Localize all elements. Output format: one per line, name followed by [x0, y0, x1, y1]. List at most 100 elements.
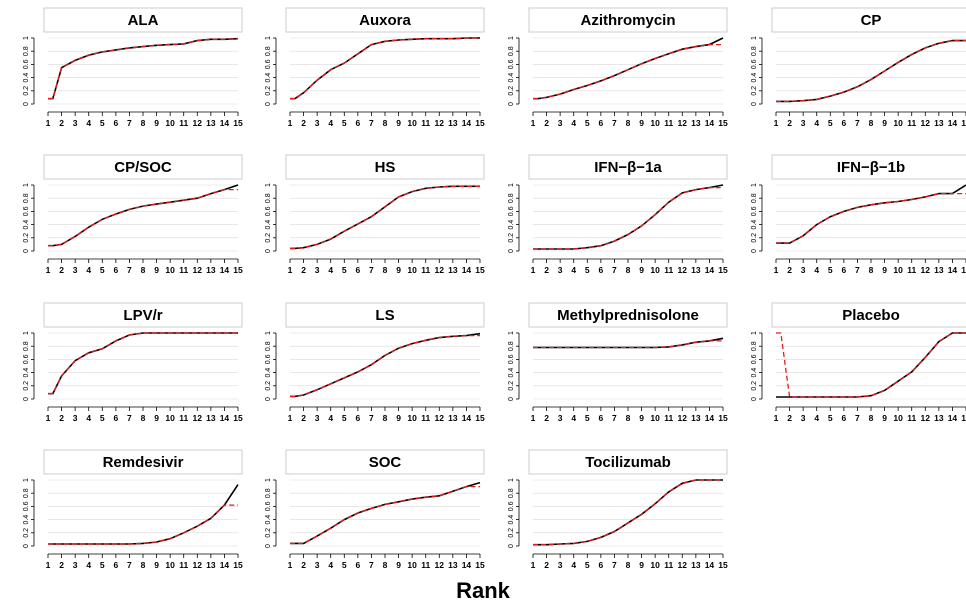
y-tick-label: 0.6 [508, 354, 515, 364]
x-tick-label: 14 [948, 413, 958, 423]
x-tick-label: 4 [571, 265, 576, 275]
x-tick-label: 11 [907, 118, 916, 128]
x-tick-label: 1 [46, 560, 51, 570]
x-tick-label: 3 [801, 118, 806, 128]
y-tick-label: 1 [751, 331, 758, 335]
x-tick-label: 14 [220, 265, 230, 275]
y-tick-label: 1 [23, 478, 30, 482]
x-tick-label: 3 [558, 413, 563, 423]
x-tick-label: 11 [421, 560, 430, 570]
x-tick-label: 1 [774, 265, 779, 275]
x-tick-label: 3 [558, 118, 563, 128]
y-tick-label: 1 [265, 478, 272, 482]
y-tick-label: 0.2 [265, 86, 272, 96]
x-tick-label: 3 [73, 413, 78, 423]
series-red-line [533, 480, 723, 545]
y-tick-label: 0.6 [265, 354, 272, 364]
x-tick-label: 6 [598, 265, 603, 275]
x-tick-label: 1 [531, 413, 536, 423]
y-tick-label: 0.2 [508, 233, 515, 243]
panel-title: Azithromycin [580, 12, 675, 29]
x-tick-label: 14 [462, 265, 472, 275]
x-tick-label: 15 [233, 118, 243, 128]
y-tick-label: 0.8 [508, 46, 515, 56]
x-tick-label: 10 [407, 560, 417, 570]
x-tick-label: 6 [355, 265, 360, 275]
x-tick-label: 8 [383, 265, 388, 275]
x-tick-label: 2 [301, 560, 306, 570]
x-tick-label: 7 [369, 118, 374, 128]
x-tick-label: 9 [639, 118, 644, 128]
x-tick-label: 14 [220, 413, 230, 423]
panel-title: Methylprednisolone [557, 307, 699, 324]
y-tick-label: 0 [751, 249, 758, 253]
panel-ifn-1a: IFN−β−1a00.20.40.60.811 2 3 4 5 6 7 8 9 10 11 12 13 1… [508, 155, 728, 275]
x-tick-label: 12 [921, 265, 931, 275]
x-tick-label: 7 [855, 118, 860, 128]
x-tick-label: 5 [585, 560, 590, 570]
x-tick-label: 12 [193, 118, 203, 128]
y-tick-label: 0.8 [23, 341, 30, 351]
x-tick-label: 10 [893, 413, 903, 423]
x-tick-label: 2 [544, 560, 549, 570]
panel-title: Remdesivir [103, 454, 184, 471]
x-tick-label: 15 [233, 560, 243, 570]
x-tick-label: 2 [544, 118, 549, 128]
panel-title: CP/SOC [114, 159, 172, 176]
y-tick-label: 1 [265, 331, 272, 335]
panel-ls: LS00.20.40.60.811 2 3 4 5 6 7 8 9 10 11 12 13 14 15 [265, 303, 485, 423]
x-tick-label: 2 [301, 413, 306, 423]
x-tick-label: 13 [206, 265, 216, 275]
y-tick-label: 0.6 [751, 354, 758, 364]
x-tick-label: 15 [718, 265, 728, 275]
y-tick-label: 0.2 [23, 86, 30, 96]
x-tick-label: 5 [828, 118, 833, 128]
x-tick-label: 12 [678, 118, 688, 128]
y-tick-label: 0.8 [23, 193, 30, 203]
y-tick-label: 1 [508, 36, 515, 40]
y-tick-label: 0.6 [751, 206, 758, 216]
y-tick-label: 0 [751, 397, 758, 401]
x-tick-label: 7 [369, 560, 374, 570]
x-tick-label: 3 [558, 265, 563, 275]
series-black-line [290, 38, 480, 99]
series-black-line [290, 186, 480, 248]
panel-lpv-r: LPV/r00.20.40.60.811 2 3 4 5 6 7 8 9 10 11 12 13 14 15 [23, 303, 243, 423]
x-tick-label: 2 [59, 118, 64, 128]
x-tick-label: 2 [59, 413, 64, 423]
y-tick-label: 1 [265, 183, 272, 187]
x-tick-label: 8 [141, 560, 146, 570]
x-tick-label: 12 [193, 265, 203, 275]
y-tick-label: 0 [508, 249, 515, 253]
x-tick-label: 6 [598, 118, 603, 128]
x-tick-label: 3 [801, 413, 806, 423]
x-tick-label: 7 [127, 560, 132, 570]
y-tick-label: 1 [751, 36, 758, 40]
x-tick-label: 14 [705, 413, 715, 423]
y-tick-label: 0 [265, 544, 272, 548]
x-tick-label: 2 [59, 265, 64, 275]
y-tick-label: 0 [23, 397, 30, 401]
y-tick-label: 0 [23, 249, 30, 253]
x-tick-label: 8 [383, 560, 388, 570]
panel-title: LS [375, 307, 394, 324]
series-red-line [290, 186, 480, 248]
y-tick-label: 0.4 [508, 220, 515, 230]
x-tick-label: 4 [86, 560, 91, 570]
y-tick-label: 0.2 [508, 381, 515, 391]
x-tick-label: 4 [571, 560, 576, 570]
series-black-line [48, 333, 238, 394]
y-tick-label: 0.2 [23, 381, 30, 391]
x-tick-label: 7 [855, 265, 860, 275]
x-tick-label: 2 [544, 265, 549, 275]
x-tick-label: 5 [585, 413, 590, 423]
panel-title: CP [861, 12, 882, 29]
x-tick-label: 9 [396, 265, 401, 275]
y-tick-label: 0.4 [508, 515, 515, 525]
x-tick-label: 12 [678, 265, 688, 275]
x-tick-label: 8 [626, 413, 631, 423]
x-tick-label: 8 [383, 118, 388, 128]
x-tick-label: 13 [206, 560, 216, 570]
x-tick-label: 5 [100, 265, 105, 275]
